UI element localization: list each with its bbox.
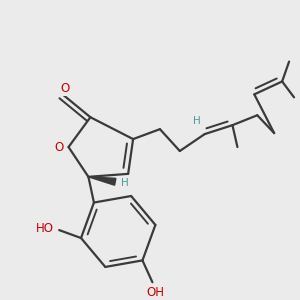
- Polygon shape: [88, 177, 116, 185]
- Text: H: H: [193, 116, 201, 126]
- Text: O: O: [54, 140, 63, 154]
- Text: H: H: [121, 178, 129, 188]
- Text: O: O: [60, 82, 69, 95]
- Text: HO: HO: [36, 222, 54, 235]
- Text: OH: OH: [146, 286, 164, 299]
